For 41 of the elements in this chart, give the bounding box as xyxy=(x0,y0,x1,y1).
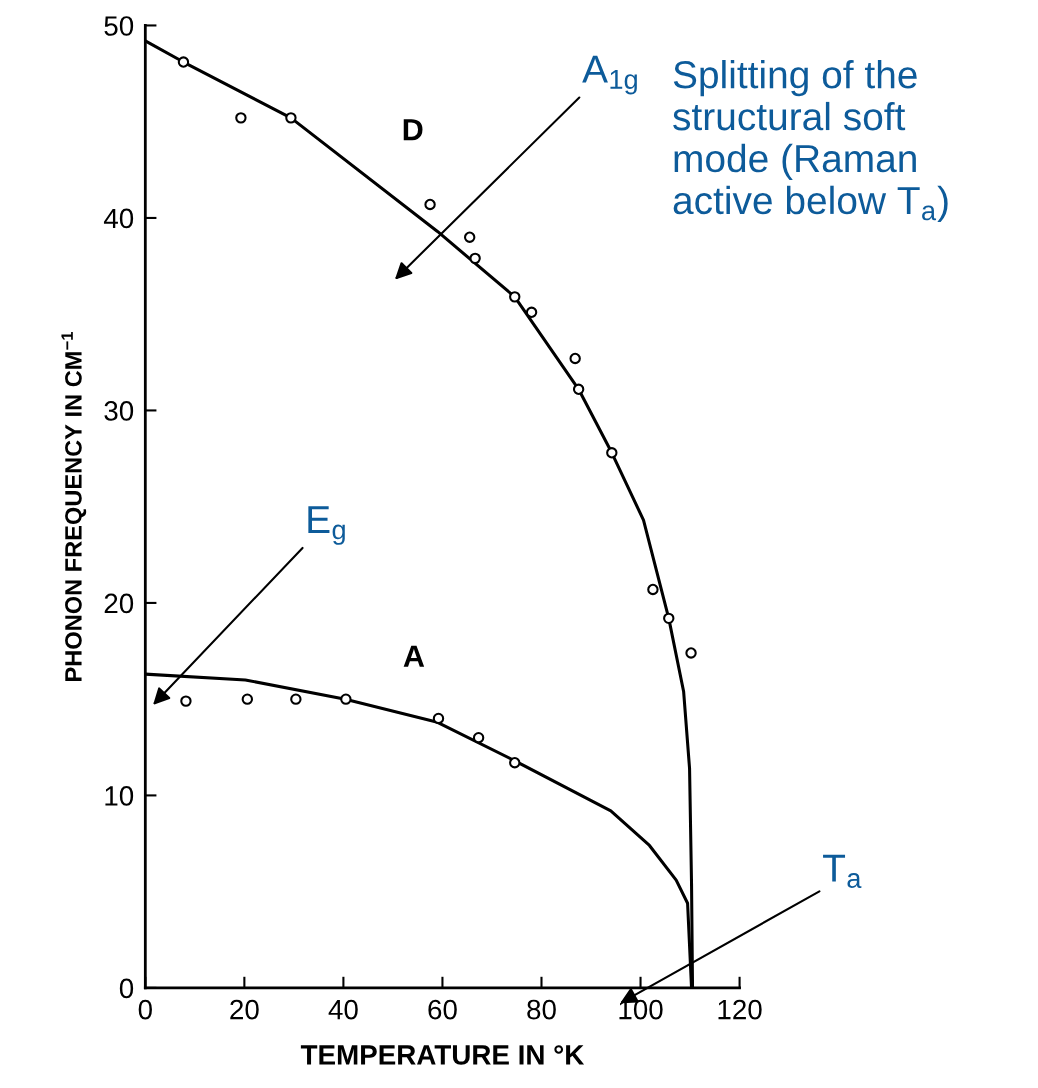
series-label: A xyxy=(403,645,425,667)
x-tick-label: 20 xyxy=(230,999,259,1020)
y-axis-title: PHONON FREQUENCY IN CM$^{−1}$ xyxy=(61,331,87,681)
annotation: A$_{1g}$ xyxy=(582,55,637,95)
x-tick-label: 0 xyxy=(138,999,152,1020)
point xyxy=(472,731,485,744)
point xyxy=(180,695,192,707)
point xyxy=(525,306,538,318)
point xyxy=(569,352,581,365)
point xyxy=(509,291,521,303)
annotation: Splitting of the structural soft mode (Raman active below T$_{a}$) xyxy=(673,60,948,222)
point xyxy=(432,712,445,725)
point xyxy=(509,756,521,769)
point xyxy=(177,56,190,68)
point xyxy=(424,198,436,211)
point xyxy=(647,583,659,596)
y-tick-label: 20 xyxy=(104,593,134,614)
x-tick-label: 120 xyxy=(718,999,762,1020)
x-axis-title: TEMPERATURE IN °K xyxy=(300,1045,585,1065)
x-tick-label: 80 xyxy=(527,999,556,1020)
point xyxy=(606,447,618,459)
point xyxy=(463,231,476,243)
point xyxy=(663,612,675,625)
point xyxy=(469,252,481,265)
point xyxy=(290,693,302,705)
y-tick-label: 40 xyxy=(103,208,134,229)
point xyxy=(685,647,697,659)
y-tick-label: 10 xyxy=(105,786,134,806)
point xyxy=(572,383,585,395)
x-tick-label: 60 xyxy=(428,999,457,1020)
y-tick-label: 30 xyxy=(104,401,134,421)
annotation: E$_{g}$ xyxy=(308,506,345,545)
point xyxy=(340,693,352,705)
point xyxy=(235,112,247,124)
point xyxy=(285,112,297,124)
point xyxy=(241,693,254,705)
y-tick-label: 50 xyxy=(104,16,134,36)
text: T$_{a}$ xyxy=(823,854,862,889)
x-tick-label: 40 xyxy=(328,999,358,1020)
series-label: D xyxy=(403,119,423,141)
y-tick-label: 0 xyxy=(119,978,134,999)
